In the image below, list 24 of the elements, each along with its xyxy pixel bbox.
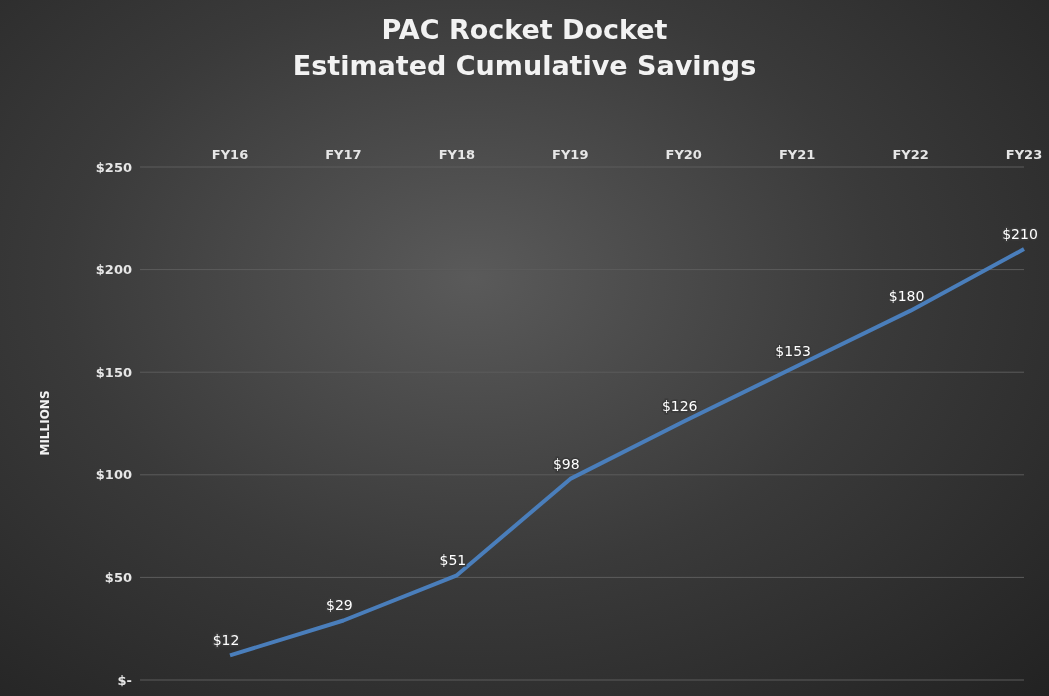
data-label: $29 (326, 597, 353, 614)
x-tick-label: FY20 (665, 147, 702, 162)
x-tick-label: FY17 (325, 147, 362, 162)
data-label: $51 (439, 552, 467, 569)
chart-title: PAC Rocket Docket Estimated Cumulative Savings (291, 13, 758, 83)
y-tick-label: $100 (95, 467, 132, 483)
data-label: $12 (212, 632, 240, 649)
x-tick-label: FY18 (438, 147, 476, 162)
y-tick-label: $250 (95, 159, 132, 175)
y-tick-label: $- (117, 672, 132, 688)
y-tick-label: $50 (104, 570, 132, 586)
data-label: $98 (552, 455, 580, 472)
data-label: $210 (1002, 226, 1038, 243)
data-label: $153 (775, 343, 811, 360)
x-tick-label: FY23 (1005, 147, 1043, 162)
y-axis-title: MILLIONS (38, 390, 52, 456)
x-tick-label: FY19 (552, 147, 589, 162)
data-label: $126 (661, 398, 698, 415)
x-tick-label: FY21 (778, 147, 816, 162)
data-label: $180 (888, 287, 925, 304)
y-tick-label: $200 (95, 262, 132, 278)
y-tick-label: $150 (95, 364, 132, 380)
x-tick-label: FY22 (892, 147, 929, 162)
x-tick-label: FY16 (211, 147, 249, 162)
